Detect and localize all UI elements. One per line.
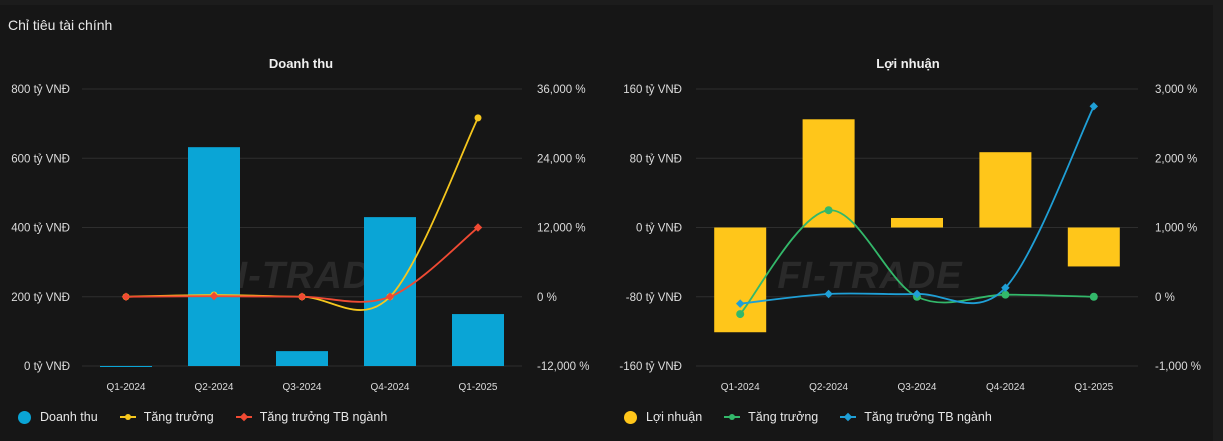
profit-y-tick: 80 tỷ VNĐ bbox=[630, 153, 682, 165]
revenue-y2-tick: 36,000 % bbox=[537, 84, 586, 96]
legend-marker-profit bbox=[624, 410, 637, 424]
revenue-bar bbox=[452, 314, 504, 366]
revenue-y2-tick: -12,000 % bbox=[537, 361, 589, 373]
profit-bar bbox=[979, 152, 1032, 228]
profit-industry-point bbox=[1089, 102, 1099, 111]
profit-legend: Lợi nhuận Tăng trưởng Tăng trưởng TB ngà… bbox=[624, 410, 1014, 424]
legend-item-revenue-growth[interactable]: Tăng trưởng bbox=[119, 410, 214, 424]
profit-x-tick: Q3-2024 bbox=[898, 382, 937, 393]
revenue-x-tick: Q2-2024 bbox=[195, 382, 234, 393]
revenue-y2-tick: 0 % bbox=[537, 292, 557, 304]
profit-x-tick: Q1-2024 bbox=[721, 382, 760, 393]
revenue-x-tick: Q1-2025 bbox=[459, 382, 498, 393]
legend-marker-revenue-industry bbox=[235, 412, 252, 422]
page-title: Chỉ tiêu tài chính bbox=[8, 17, 113, 33]
legend-item-profit-growth[interactable]: Tăng trưởng bbox=[724, 410, 818, 424]
revenue-y2-tick: 24,000 % bbox=[537, 153, 586, 165]
revenue-chart-title: Doanh thu bbox=[269, 56, 333, 71]
legend-marker-revenue bbox=[18, 410, 31, 424]
legend-marker-revenue-growth bbox=[119, 412, 136, 422]
revenue-growth-point bbox=[474, 114, 482, 122]
revenue-line-growth bbox=[125, 117, 479, 311]
revenue-y-tick: 0 tỷ VNĐ bbox=[24, 361, 70, 373]
legend-label-revenue-industry: Tăng trưởng TB ngành bbox=[259, 410, 388, 424]
profit-y-tick: 0 tỷ VNĐ bbox=[636, 223, 682, 235]
profit-bar bbox=[891, 217, 943, 228]
profit-chart-title: Lợi nhuận bbox=[876, 56, 939, 71]
profit-line-industry bbox=[740, 105, 1095, 305]
revenue-industry-point bbox=[473, 223, 483, 232]
profit-growth-point bbox=[824, 206, 833, 215]
profit-y2-tick: 3,000 % bbox=[1155, 84, 1197, 96]
legend-label-revenue: Doanh thu bbox=[40, 410, 98, 424]
legend-label-profit-industry: Tăng trưởng TB ngành bbox=[864, 410, 992, 424]
profit-x-tick: Q2-2024 bbox=[809, 382, 848, 393]
revenue-y-tick: 600 tỷ VNĐ bbox=[11, 153, 70, 165]
revenue-industry-point bbox=[297, 292, 307, 301]
revenue-x-tick: Q4-2024 bbox=[371, 382, 410, 393]
legend-marker-profit-growth bbox=[724, 412, 741, 422]
profit-watermark: FI-TRADE bbox=[777, 255, 963, 297]
legend-item-revenue[interactable]: Doanh thu bbox=[18, 410, 98, 424]
revenue-bar bbox=[276, 351, 328, 366]
revenue-bar bbox=[100, 366, 152, 367]
profit-y2-tick: 2,000 % bbox=[1155, 153, 1197, 165]
profit-line-growth bbox=[739, 209, 1094, 315]
profit-growth-point bbox=[1089, 292, 1098, 301]
profit-industry-point bbox=[824, 289, 833, 299]
profit-growth-point bbox=[1001, 290, 1010, 299]
revenue-bar bbox=[364, 217, 416, 366]
profit-y2-tick: -1,000 % bbox=[1155, 361, 1201, 373]
revenue-x-tick: Q1-2024 bbox=[107, 382, 146, 393]
profit-x-tick: Q1-2025 bbox=[1074, 382, 1113, 393]
profit-x-tick: Q4-2024 bbox=[986, 382, 1025, 393]
profit-industry-point bbox=[735, 299, 745, 308]
legend-label-revenue-growth: Tăng trưởng bbox=[143, 410, 214, 424]
revenue-y-tick: 800 tỷ VNĐ bbox=[11, 84, 70, 96]
profit-industry-point bbox=[912, 289, 922, 299]
profit-y-tick: 160 tỷ VNĐ bbox=[623, 84, 682, 96]
revenue-bar bbox=[188, 147, 240, 366]
legend-marker-profit-industry bbox=[840, 412, 857, 422]
revenue-industry-point bbox=[121, 292, 131, 301]
revenue-y-tick: 400 tỷ VNĐ bbox=[11, 223, 70, 235]
revenue-legend: Doanh thu Tăng trưởng Tăng trưởng TB ngà… bbox=[18, 410, 409, 424]
legend-label-profit: Lợi nhuận bbox=[646, 410, 703, 424]
legend-item-profit[interactable]: Lợi nhuận bbox=[624, 410, 702, 424]
profit-bar bbox=[1067, 227, 1120, 267]
profit-y2-tick: 1,000 % bbox=[1155, 223, 1197, 235]
profit-industry-point bbox=[1001, 283, 1010, 292]
profit-y-tick: -80 tỷ VNĐ bbox=[626, 292, 682, 304]
revenue-y2-tick: 12,000 % bbox=[537, 223, 586, 235]
legend-item-profit-industry[interactable]: Tăng trưởng TB ngành bbox=[840, 410, 992, 424]
legend-label-profit-growth: Tăng trưởng bbox=[748, 410, 819, 424]
revenue-y-tick: 200 tỷ VNĐ bbox=[11, 292, 70, 304]
profit-y-tick: -160 tỷ VNĐ bbox=[619, 361, 682, 373]
revenue-industry-point bbox=[385, 292, 395, 301]
revenue-x-tick: Q3-2024 bbox=[283, 382, 322, 393]
revenue-industry-point bbox=[209, 291, 219, 301]
profit-growth-point bbox=[736, 310, 745, 319]
profit-y2-tick: 0 % bbox=[1155, 292, 1175, 304]
legend-item-revenue-industry[interactable]: Tăng trưởng TB ngành bbox=[235, 410, 388, 424]
